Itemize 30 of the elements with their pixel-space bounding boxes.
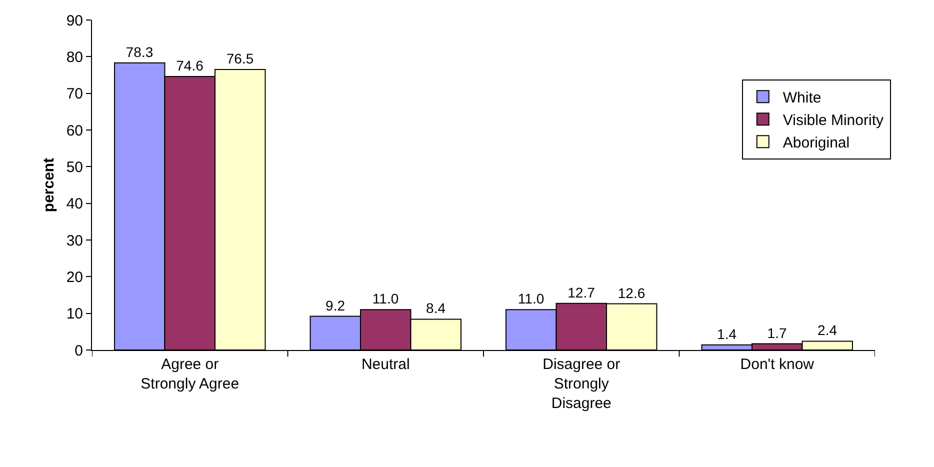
data-label: 12.7 [568, 284, 596, 300]
y-tick-label: 10 [66, 306, 83, 323]
data-label: 1.7 [767, 324, 787, 341]
data-label: 12.6 [618, 284, 646, 301]
legend-label: Aboriginal [782, 134, 850, 152]
legend-label: Visible Minority [782, 112, 884, 129]
data-label: 2.4 [818, 322, 838, 338]
data-label: 11.0 [518, 290, 544, 307]
y-tick-label: 60 [66, 122, 83, 140]
y-axis-title: percent [40, 158, 58, 212]
data-label: 1.4 [717, 326, 737, 342]
y-tick-label: 50 [66, 158, 83, 176]
data-label: 78.3 [126, 44, 154, 60]
legend-label: White [782, 90, 822, 106]
data-label: 74.6 [176, 57, 204, 74]
y-tick-label: 70 [66, 86, 83, 103]
data-label: 76.5 [226, 50, 254, 66]
y-tick-label: 30 [66, 232, 83, 250]
y-tick-label: 80 [66, 48, 83, 66]
data-label: 8.4 [426, 300, 446, 316]
y-tick-label: 90 [66, 12, 83, 30]
data-label: 11.0 [372, 290, 399, 307]
x-tick-label: Don't know [740, 356, 814, 373]
x-tick-label: Disagree or Strongly Disagree [542, 356, 620, 412]
y-tick-label: 40 [66, 196, 83, 213]
data-label: 9.2 [326, 297, 346, 314]
x-tick-label: Neutral [361, 356, 410, 373]
x-tick-label: Agree or Strongly Agree [140, 356, 240, 392]
y-tick-label: 20 [66, 268, 83, 286]
y-tick-label: 0 [74, 342, 83, 360]
